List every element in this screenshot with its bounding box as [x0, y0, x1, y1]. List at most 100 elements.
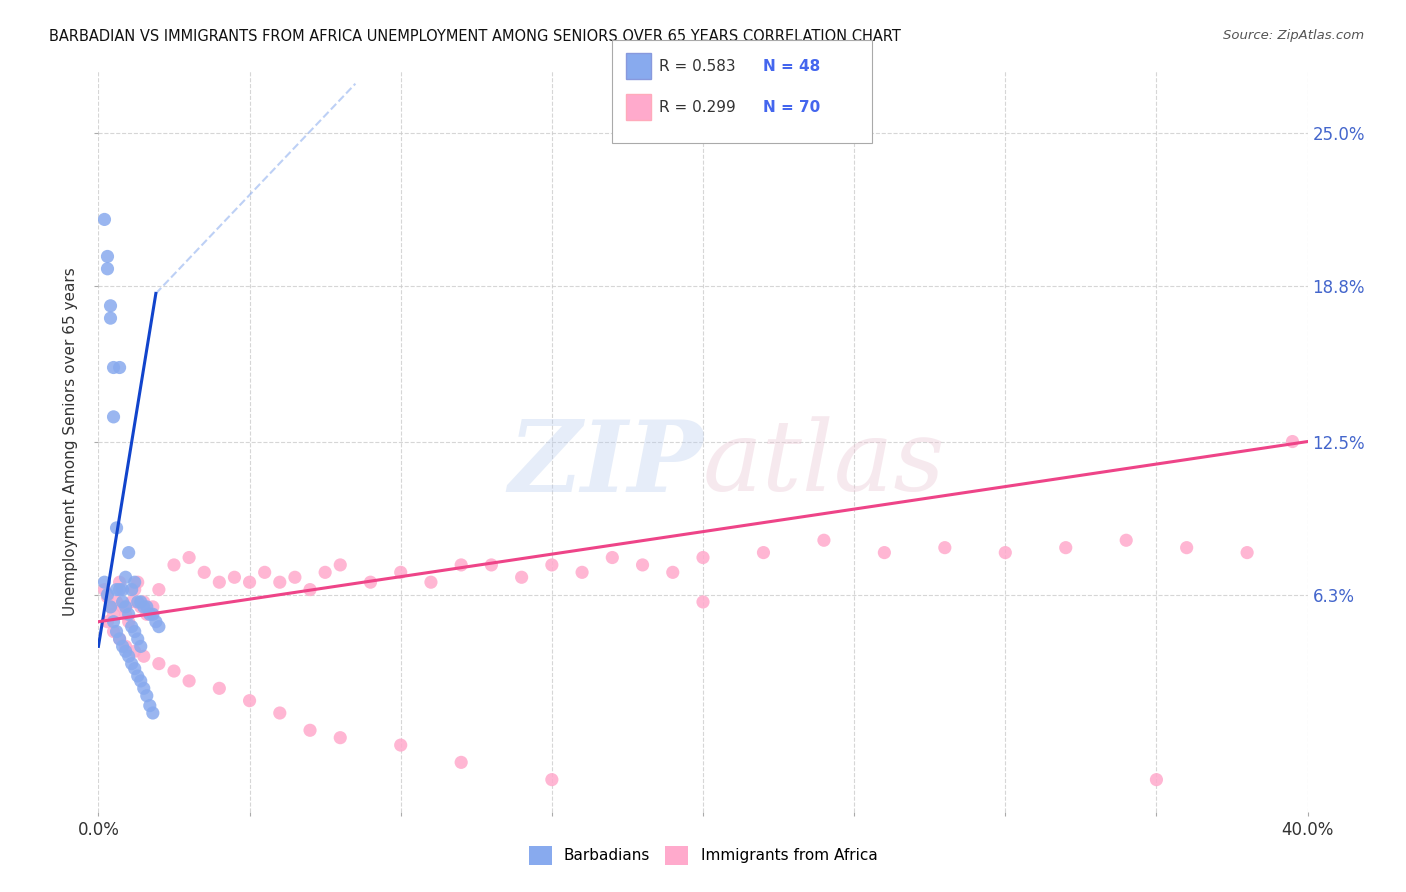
Point	[692, 595, 714, 609]
Point	[96, 250, 118, 264]
Point	[111, 599, 134, 614]
Point	[111, 582, 134, 597]
Point	[602, 550, 624, 565]
Point	[118, 615, 141, 629]
Point	[239, 694, 262, 708]
Point	[420, 575, 443, 590]
Point	[121, 620, 143, 634]
Point	[93, 575, 115, 590]
Text: R = 0.299: R = 0.299	[659, 100, 737, 114]
Point	[124, 644, 146, 658]
Point	[127, 632, 149, 646]
Point	[103, 360, 125, 375]
Point	[314, 566, 336, 580]
Point	[114, 570, 136, 584]
Point	[103, 607, 125, 622]
Point	[124, 624, 146, 639]
Point	[124, 662, 146, 676]
Point	[193, 566, 215, 580]
Point	[142, 706, 165, 720]
Point	[108, 575, 131, 590]
Point	[510, 570, 533, 584]
Point	[389, 738, 412, 752]
Point	[100, 599, 122, 614]
Text: ZIP: ZIP	[508, 416, 703, 512]
Point	[103, 624, 125, 639]
Point	[1236, 546, 1258, 560]
Point	[111, 595, 134, 609]
Point	[108, 632, 131, 646]
Point	[118, 546, 141, 560]
Point	[239, 575, 262, 590]
Point	[481, 558, 503, 572]
Point	[813, 533, 835, 548]
Point	[127, 575, 149, 590]
Point	[284, 570, 307, 584]
Point	[1281, 434, 1303, 449]
Point	[389, 566, 412, 580]
Point	[105, 582, 128, 597]
Point	[329, 558, 352, 572]
Point	[1175, 541, 1198, 555]
Text: N = 70: N = 70	[763, 100, 821, 114]
Point	[179, 550, 201, 565]
Text: Source: ZipAtlas.com: Source: ZipAtlas.com	[1223, 29, 1364, 42]
Point	[127, 669, 149, 683]
Point	[129, 640, 152, 654]
Point	[139, 607, 162, 622]
Point	[108, 582, 131, 597]
Point	[96, 588, 118, 602]
Point	[692, 550, 714, 565]
Point	[450, 558, 472, 572]
Point	[269, 706, 291, 720]
Point	[132, 599, 155, 614]
Point	[121, 657, 143, 671]
Point	[299, 582, 322, 597]
Point	[208, 681, 231, 696]
Point	[450, 756, 472, 770]
Point	[135, 689, 157, 703]
Point	[163, 664, 186, 678]
Point	[148, 582, 170, 597]
Point	[114, 599, 136, 614]
Point	[540, 558, 562, 572]
Point	[1115, 533, 1137, 548]
Point	[145, 615, 167, 629]
Point	[124, 575, 146, 590]
Point	[631, 558, 654, 572]
Text: N = 48: N = 48	[763, 59, 821, 73]
Point	[163, 558, 186, 572]
Point	[114, 640, 136, 654]
Point	[105, 624, 128, 639]
Point	[129, 599, 152, 614]
Text: atlas: atlas	[703, 416, 946, 511]
Point	[124, 582, 146, 597]
Point	[540, 772, 562, 787]
Point	[873, 546, 896, 560]
Point	[269, 575, 291, 590]
Point	[1054, 541, 1077, 555]
Point	[105, 595, 128, 609]
Point	[114, 607, 136, 622]
Text: BARBADIAN VS IMMIGRANTS FROM AFRICA UNEMPLOYMENT AMONG SENIORS OVER 65 YEARS COR: BARBADIAN VS IMMIGRANTS FROM AFRICA UNEM…	[49, 29, 901, 44]
Point	[100, 599, 122, 614]
Point	[129, 595, 152, 609]
Point	[224, 570, 246, 584]
Point	[299, 723, 322, 738]
Point	[93, 212, 115, 227]
Point	[360, 575, 382, 590]
Point	[253, 566, 276, 580]
Point	[179, 673, 201, 688]
Point	[100, 299, 122, 313]
Point	[121, 582, 143, 597]
Point	[118, 607, 141, 622]
Point	[1144, 772, 1167, 787]
Point	[108, 360, 131, 375]
Point	[661, 566, 683, 580]
Point	[103, 615, 125, 629]
Point	[105, 521, 128, 535]
Point	[208, 575, 231, 590]
Point	[127, 595, 149, 609]
Point	[96, 590, 118, 604]
Point	[148, 657, 170, 671]
